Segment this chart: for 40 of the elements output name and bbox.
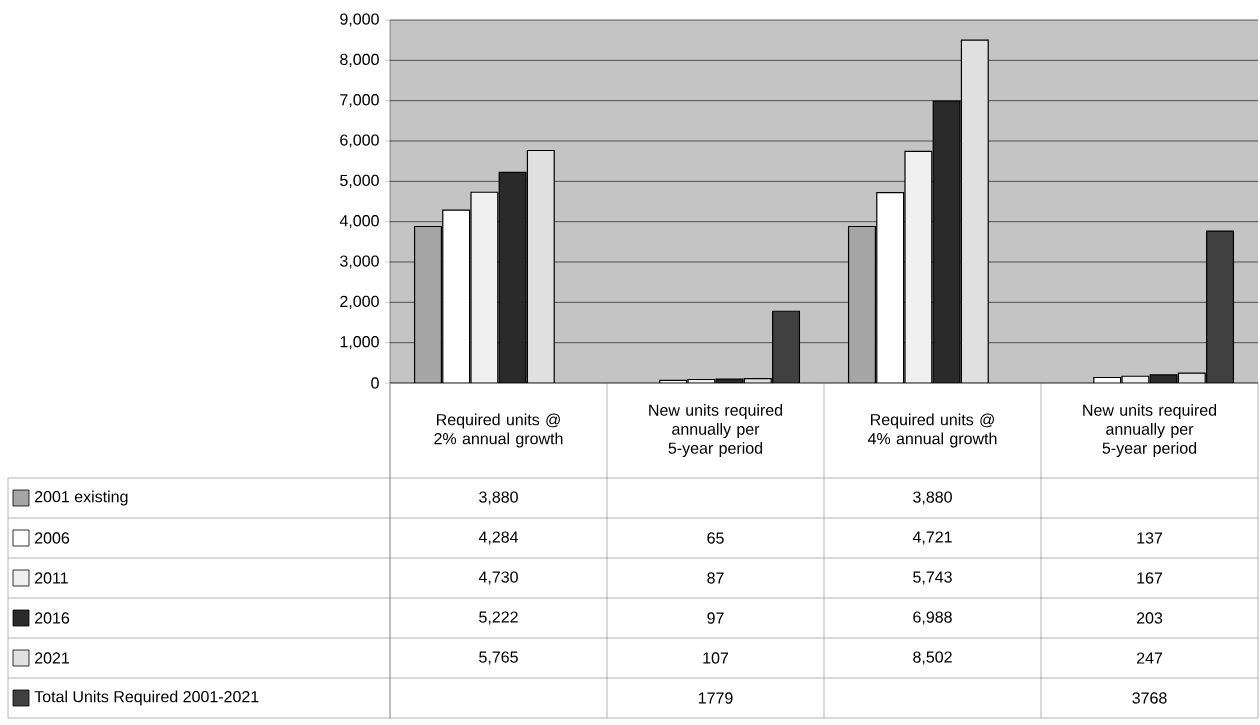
data-label: 8,502 xyxy=(913,651,952,665)
x-tick-label: Required units @ 4% annual growth xyxy=(867,413,997,448)
data-label: 3,880 xyxy=(913,491,952,505)
data-label: 4,721 xyxy=(912,531,952,545)
data-label: 5,743 xyxy=(913,571,952,585)
y-tick-label: 4,000 xyxy=(339,215,379,229)
data-label: 4,730 xyxy=(478,571,518,585)
data-label: 87 xyxy=(707,572,724,584)
legend-label: Total Units Required 2001-2021 xyxy=(34,690,259,706)
y-tick-label: 3,000 xyxy=(340,255,379,269)
data-label: 3,880 xyxy=(479,491,518,505)
data-label: 203 xyxy=(1136,612,1163,624)
data-label: 97 xyxy=(707,612,724,624)
y-tick-label: 6,000 xyxy=(340,134,379,148)
data-label: 137 xyxy=(1137,532,1163,544)
y-tick-label: 7,000 xyxy=(340,94,379,108)
data-label: 4,284 xyxy=(478,531,519,545)
y-tick-label: 1,000 xyxy=(340,336,379,350)
y-tick-label: 8,000 xyxy=(340,53,379,67)
data-label: 6,988 xyxy=(913,611,952,625)
data-label: 167 xyxy=(1137,572,1163,584)
data-label: 1779 xyxy=(698,692,733,704)
legend-label: 2011 xyxy=(35,572,68,584)
data-label: 5,222 xyxy=(479,611,518,625)
x-tick-label: Required units @ 2% annual growth xyxy=(434,413,563,448)
data-label: 65 xyxy=(707,532,724,544)
legend-label: 2006 xyxy=(35,532,70,544)
legend-label: 2021 xyxy=(35,652,70,664)
data-label: 5,765 xyxy=(479,651,518,665)
x-tick-label: New units required annually per 5-year period xyxy=(1083,404,1217,457)
y-tick-label: 2,000 xyxy=(340,295,379,309)
data-label: 247 xyxy=(1136,652,1163,664)
y-tick-label: 5,000 xyxy=(340,174,379,188)
legend-label: 2001 existing xyxy=(35,490,128,506)
data-label: 107 xyxy=(703,652,729,664)
y-tick-label: 9,000 xyxy=(340,13,379,27)
y-tick-label: 0 xyxy=(371,377,379,389)
legend-label: 2016 xyxy=(35,612,70,624)
x-tick-label: New units required annually per 5-year period xyxy=(649,404,783,457)
data-label: 3768 xyxy=(1132,692,1167,704)
